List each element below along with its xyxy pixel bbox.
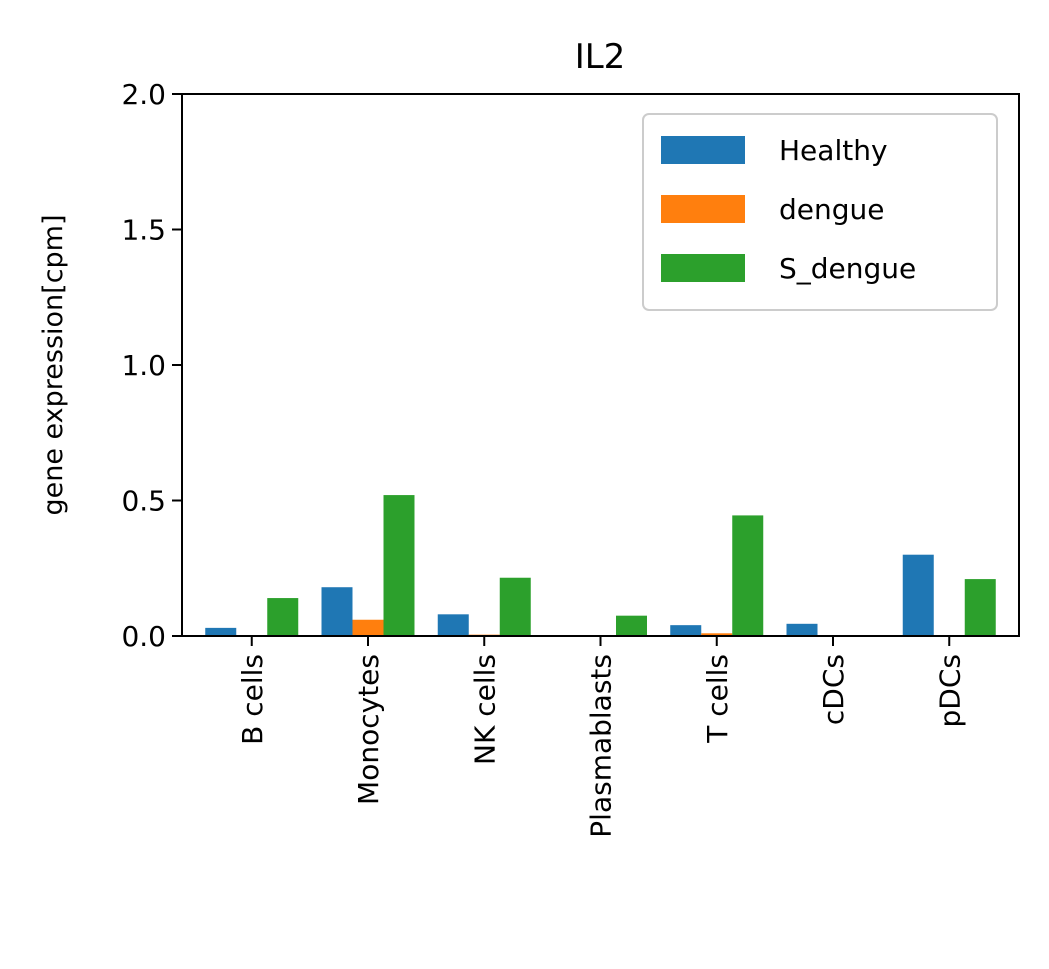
- x-tick-label-plasmablasts: Plasmablasts: [585, 654, 618, 838]
- bars-group: [205, 495, 996, 636]
- x-tick-label-b-cells: B cells: [236, 654, 269, 745]
- legend-label-dengue: dengue: [779, 193, 885, 226]
- bar-healthy-t-cells: [670, 625, 702, 636]
- y-tick-label: 0.0: [121, 620, 166, 653]
- y-axis-label: gene expression[cpm]: [38, 214, 69, 515]
- chart-title: IL2: [575, 37, 626, 77]
- x-tick-label-nk-cells: NK cells: [468, 654, 501, 765]
- bar-healthy-nk-cells: [437, 614, 469, 636]
- bar-dengue-t-cells: [701, 633, 733, 636]
- y-tick-label: 1.0: [121, 349, 166, 382]
- legend-swatch-dengue: [661, 195, 745, 223]
- legend-label-healthy: Healthy: [779, 134, 888, 167]
- bar-s-dengue-t-cells: [732, 515, 764, 636]
- bar-healthy-b-cells: [205, 627, 237, 636]
- x-tick-label-t-cells: T cells: [701, 654, 734, 744]
- x-tick-label-pdcs: pDCs: [933, 654, 966, 727]
- legend-swatch-healthy: [661, 136, 745, 164]
- x-axis: B cells Monocytes NK cells Plasmablasts T ce…: [236, 636, 966, 838]
- bar-healthy-pdcs: [902, 554, 934, 636]
- x-tick-label-monocytes: Monocytes: [352, 654, 385, 805]
- legend: Healthy dengue S_dengue: [642, 113, 998, 311]
- y-tick-label: 2.0: [121, 78, 166, 111]
- x-tick-label-cdcs: cDCs: [817, 654, 850, 725]
- legend-label-s-dengue: S_dengue: [779, 252, 916, 285]
- y-tick-label: 0.5: [121, 485, 166, 518]
- bar-dengue-monocytes: [352, 619, 384, 636]
- bar-healthy-monocytes: [321, 587, 353, 636]
- legend-swatch-s-dengue: [661, 254, 745, 282]
- bar-s-dengue-b-cells: [267, 598, 299, 636]
- bar-s-dengue-plasmablasts: [616, 615, 647, 636]
- bar-s-dengue-pdcs: [964, 579, 996, 636]
- bar-s-dengue-nk-cells: [499, 577, 531, 636]
- bar-s-dengue-monocytes: [383, 495, 415, 636]
- y-axis: 0.0 0.5 1.0 1.5 2.0: [121, 78, 182, 653]
- bar-healthy-cdcs: [786, 623, 818, 636]
- y-tick-label: 1.5: [121, 214, 166, 247]
